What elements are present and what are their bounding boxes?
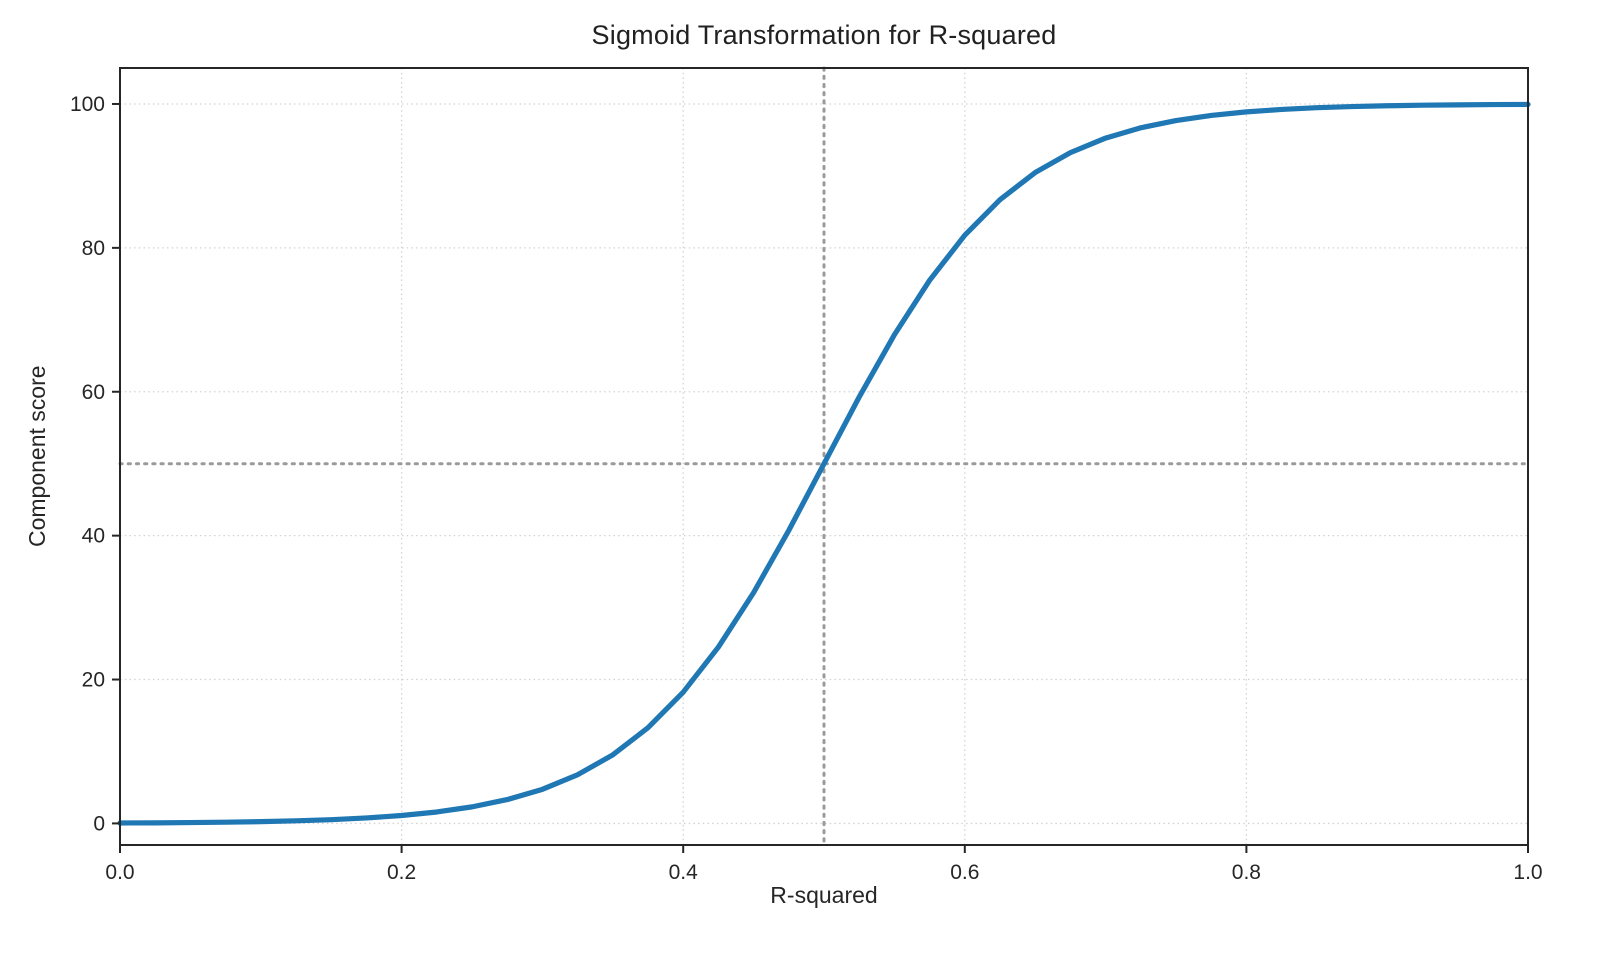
y-tick-label: 80 [82,237,105,260]
chart-title: Sigmoid Transformation for R-squared [591,20,1057,50]
x-axis-label: R-squared [770,882,878,908]
x-tick-label: 0.4 [669,861,699,884]
plot-border [119,67,1529,846]
x-tick-label: 1.0 [1513,861,1542,884]
x-tick-label: 0.0 [105,861,134,884]
y-tick-label: 60 [82,381,105,404]
x-tick-label: 0.6 [950,861,979,884]
y-tick-label: 20 [82,669,105,692]
sigmoid-curve [117,101,1531,826]
y-tick-label: 100 [70,93,105,116]
x-tick-label: 0.2 [387,861,416,884]
y-tick-label: 40 [82,525,105,548]
y-tick-label: 0 [93,812,105,835]
x-tick-label: 0.8 [1232,861,1261,884]
